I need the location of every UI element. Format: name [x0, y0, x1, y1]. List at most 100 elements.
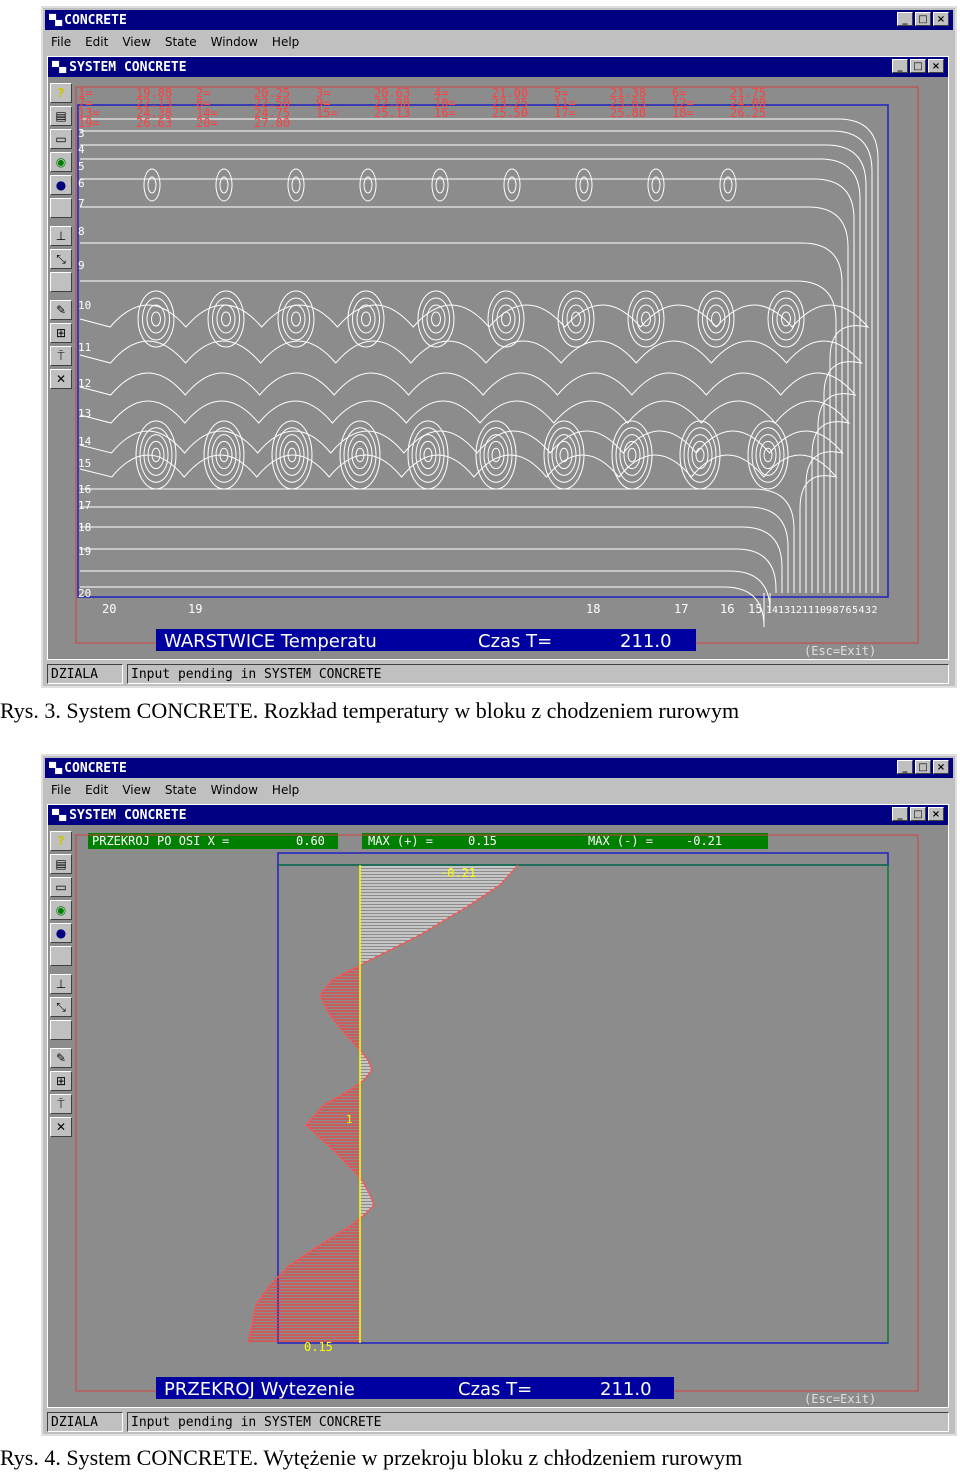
pipe-isotherm — [723, 176, 733, 194]
pipe-isotherm — [422, 297, 450, 341]
pipe-isotherm — [286, 304, 306, 334]
child-maximize-button[interactable]: □ — [910, 807, 926, 821]
menu-edit[interactable]: Edit — [85, 35, 109, 49]
close-button[interactable]: × — [933, 760, 949, 774]
pipe-isotherm — [647, 168, 665, 202]
column-label: 20 — [102, 602, 116, 616]
menu-file[interactable]: File — [51, 35, 72, 49]
child-title-bar[interactable]: ▀▄ SYSTEM CONCRETE _ □ × — [48, 805, 948, 825]
maximize-button[interactable]: □ — [915, 760, 931, 774]
pipe-isotherm — [615, 427, 649, 483]
child-close-button[interactable]: × — [928, 807, 944, 821]
column-label: 2 — [872, 605, 878, 616]
menu-file[interactable]: File — [51, 783, 72, 797]
pipe-isotherm — [575, 168, 593, 202]
menu-help[interactable]: Help — [271, 35, 300, 49]
link-icon[interactable]: ⤡ — [50, 997, 72, 1017]
pencil-icon[interactable]: ✎ — [50, 300, 72, 320]
child-title: SYSTEM CONCRETE — [69, 807, 187, 823]
pipe-isotherm — [339, 420, 381, 490]
row-label: 7 — [78, 197, 85, 210]
pipe-isotherm — [695, 447, 705, 463]
lamp-icon[interactable]: ⍑ — [50, 1094, 72, 1114]
app-logo-icon: ▀▄ — [49, 762, 62, 774]
disk-icon[interactable]: ● — [50, 923, 72, 943]
pipe-isotherm — [271, 420, 313, 490]
minimize-button[interactable]: _ — [897, 12, 913, 26]
pipe-isotherm — [207, 290, 245, 348]
row-label: 9 — [78, 259, 85, 272]
pin-icon[interactable]: ⊥ — [50, 974, 72, 994]
column-label: 5 — [852, 605, 858, 616]
pin-icon[interactable]: ⊥ — [50, 226, 72, 246]
child-minimize-button[interactable]: _ — [892, 59, 908, 73]
disk-icon[interactable]: ● — [50, 175, 72, 195]
child-close-button[interactable]: × — [928, 59, 944, 73]
blank-tool-icon[interactable] — [50, 946, 72, 966]
menu-view[interactable]: View — [122, 35, 151, 49]
app-title-bar[interactable]: ▀▄ CONCRETE _ □ × — [45, 10, 953, 30]
edit-icon[interactable]: ⊞ — [50, 323, 72, 343]
child-title-bar[interactable]: ▀▄ SYSTEM CONCRETE _ □ × — [48, 57, 948, 77]
blank-tool-icon[interactable] — [50, 272, 72, 292]
header-max-minus-value: -0.21 — [686, 834, 722, 848]
legend-entry: 15= — [316, 106, 338, 120]
child-maximize-button[interactable]: □ — [910, 59, 926, 73]
monitor-icon[interactable]: ▭ — [50, 129, 72, 149]
row-label: 12 — [78, 377, 91, 390]
column-label: 3 — [865, 605, 871, 616]
close-tool-icon[interactable]: ✕ — [50, 369, 72, 389]
globe-icon[interactable]: ◉ — [50, 900, 72, 920]
temperature-contour-line — [79, 400, 851, 593]
legend-entry: 8= — [196, 96, 210, 110]
edit-icon[interactable]: ⊞ — [50, 1071, 72, 1091]
lamp-icon[interactable]: ⍑ — [50, 346, 72, 366]
legend-entry: 13= — [78, 106, 100, 120]
menu-edit[interactable]: Edit — [85, 783, 109, 797]
menu-window[interactable]: Window — [210, 35, 258, 49]
minimize-button[interactable]: _ — [897, 760, 913, 774]
menu-state[interactable]: State — [164, 783, 197, 797]
pipe-isotherm — [363, 176, 373, 194]
pipe-isotherm — [562, 297, 590, 341]
help-icon[interactable]: ? — [50, 83, 72, 103]
pipe-isotherm — [551, 434, 577, 476]
column-label: 11 — [802, 605, 814, 616]
row-label: 16 — [78, 483, 91, 496]
menu-window[interactable]: Window — [210, 783, 258, 797]
maximize-button[interactable]: □ — [915, 12, 931, 26]
menu-state[interactable]: State — [164, 35, 197, 49]
menu-view[interactable]: View — [122, 783, 151, 797]
legend-entry: 9= — [316, 96, 330, 110]
help-icon[interactable]: ? — [50, 831, 72, 851]
legend-entry: 7= — [78, 96, 92, 110]
legend-entry: 1= — [78, 86, 92, 100]
print-icon[interactable]: ▤ — [50, 106, 72, 126]
app-title-bar[interactable]: ▀▄ CONCRETE _ □ × — [45, 758, 953, 778]
concrete-window-2: ▀▄ CONCRETE _ □ × File Edit View State W… — [41, 754, 957, 1436]
pipe-isotherm — [557, 290, 595, 348]
mid-marker-label: 1 — [346, 1113, 353, 1126]
globe-icon[interactable]: ◉ — [50, 152, 72, 172]
pencil-icon[interactable]: ✎ — [50, 1048, 72, 1068]
close-button[interactable]: × — [933, 12, 949, 26]
print-icon[interactable]: ▤ — [50, 854, 72, 874]
legend-entry: 10= — [434, 96, 456, 110]
pipe-isotherm — [287, 168, 305, 202]
legend-entry: 3= — [316, 86, 330, 100]
monitor-icon[interactable]: ▭ — [50, 877, 72, 897]
link-icon[interactable]: ⤡ — [50, 249, 72, 269]
column-label: 16 — [720, 602, 734, 616]
blank-tool-icon[interactable] — [50, 198, 72, 218]
child-minimize-button[interactable]: _ — [892, 807, 908, 821]
blank-tool-icon[interactable] — [50, 1020, 72, 1040]
pipe-isotherm — [507, 176, 517, 194]
menu-help[interactable]: Help — [271, 783, 300, 797]
row-label: 14 — [78, 435, 92, 448]
close-tool-icon[interactable]: ✕ — [50, 1117, 72, 1137]
temperature-contour-line — [80, 526, 783, 593]
child-title: SYSTEM CONCRETE — [69, 59, 187, 75]
pipe-isotherm — [347, 434, 373, 476]
status-message: Input pending in SYSTEM CONCRETE — [127, 664, 949, 684]
pipe-isotherm — [611, 420, 653, 490]
